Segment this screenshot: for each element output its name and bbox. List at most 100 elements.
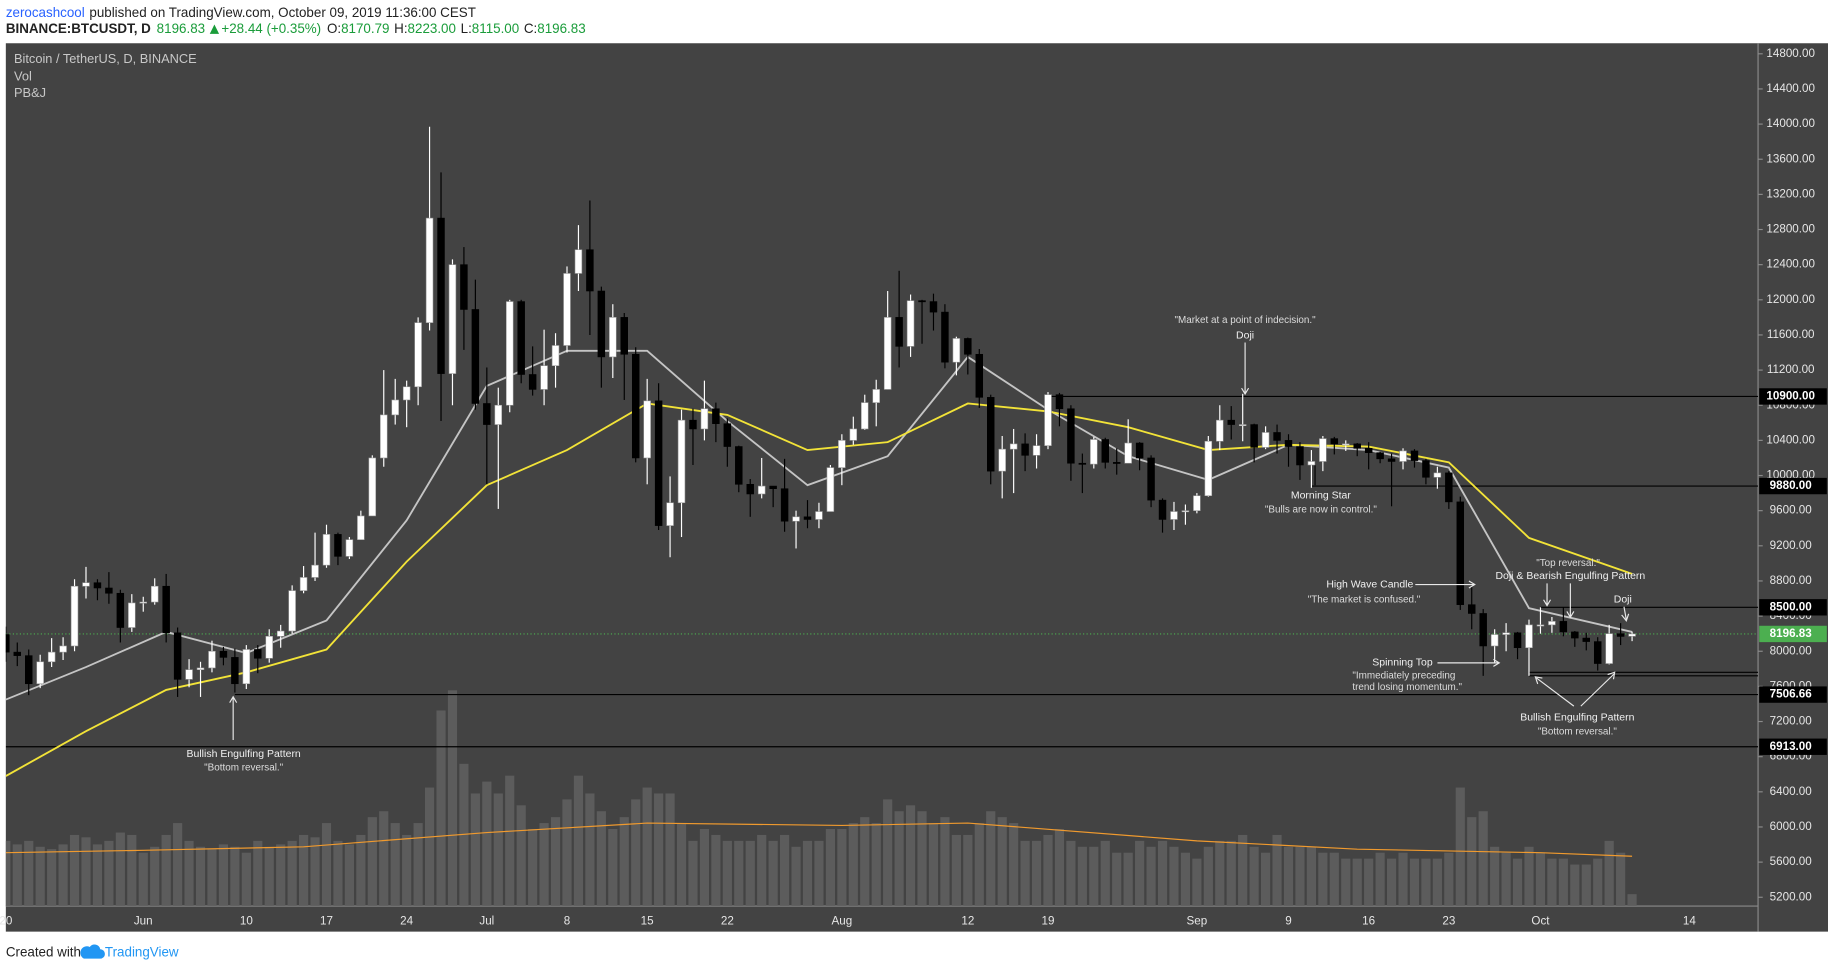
x-tick-label: 16	[1362, 914, 1375, 927]
volume-bar	[699, 829, 710, 907]
candle-body	[1479, 613, 1487, 647]
volume-bar	[470, 793, 480, 907]
volume-bar	[596, 811, 606, 907]
volume-bar	[1524, 846, 1534, 907]
candle-body	[483, 403, 491, 425]
volume-bar	[161, 834, 171, 907]
candle-body	[1307, 461, 1316, 466]
y-tick-label: 6400.00	[1770, 785, 1813, 798]
volume-bar	[974, 823, 984, 907]
candle-body	[746, 484, 754, 495]
volume-bar	[1467, 817, 1477, 907]
candle-body	[792, 516, 800, 522]
candle-body	[861, 402, 869, 430]
volume-bar	[69, 834, 80, 907]
x-tick-label: 17	[320, 914, 333, 927]
volume-bar	[104, 840, 114, 907]
y-tick-label: 6000.00	[1770, 820, 1813, 833]
candle-body	[1456, 501, 1465, 605]
volume-bar	[1593, 858, 1603, 907]
volume-bar	[837, 829, 847, 907]
volume-bar	[1490, 846, 1500, 907]
volume-bar	[814, 840, 824, 907]
volume-bar	[138, 852, 148, 907]
author[interactable]: zerocashcool	[6, 4, 85, 19]
volume-bar	[1226, 840, 1236, 907]
volume-bar	[58, 844, 68, 907]
volume-bar	[539, 823, 549, 907]
volume-bar	[436, 710, 446, 907]
volume-bar	[654, 793, 664, 907]
candle-body	[380, 414, 388, 459]
volume-bar	[344, 844, 354, 907]
candle-body	[128, 602, 136, 628]
candle-body	[254, 649, 262, 659]
annotation-title: Bullish Engulfing Pattern	[187, 748, 301, 760]
candle-body	[1582, 637, 1590, 642]
arrow	[1437, 658, 1501, 667]
candle-body	[1376, 452, 1384, 460]
volume-bar	[780, 834, 790, 907]
candle-body	[654, 400, 663, 526]
candle-body	[93, 582, 102, 589]
candle-body	[460, 264, 468, 310]
arrow	[1241, 342, 1250, 396]
volume-bar	[1421, 858, 1431, 907]
candle-body	[929, 301, 938, 313]
time-axis-bg	[5, 906, 1759, 932]
volume-bar	[1043, 834, 1053, 907]
volume-bar	[1238, 834, 1248, 907]
volume-bar	[264, 846, 274, 907]
h-label: H:	[394, 21, 407, 36]
candle-body	[1158, 499, 1167, 520]
candle-body	[735, 446, 743, 485]
annotation-note: trend losing momentum."	[1352, 682, 1462, 693]
c-label: C:	[524, 21, 537, 36]
y-tick-label: 8800.00	[1770, 574, 1813, 587]
volume-bar	[1020, 840, 1030, 907]
l-label: L:	[461, 21, 472, 36]
header-bg	[0, 0, 1828, 44]
volume-bar	[1100, 840, 1110, 907]
volume-bar	[1409, 858, 1420, 907]
candle-body	[815, 511, 823, 520]
volume-bar	[573, 775, 584, 907]
level-label: 9880.00	[1770, 479, 1812, 492]
candle-body	[826, 467, 835, 512]
volume-bar	[1295, 846, 1305, 907]
volume-bar	[1375, 852, 1385, 907]
volume-bar	[241, 852, 251, 907]
candle-body	[1181, 510, 1190, 513]
annotation-note: "Top reversal."	[1536, 558, 1600, 569]
x-tick-label: Sep	[1187, 914, 1208, 927]
logo[interactable]	[80, 944, 105, 959]
volume-bar	[1261, 852, 1271, 907]
y-tick-label: 12000.00	[1766, 293, 1815, 306]
last-price-label-bg	[1759, 625, 1827, 643]
volume-bar	[871, 823, 881, 907]
annotation-title: High Wave Candle	[1326, 578, 1413, 590]
candle-body	[1387, 458, 1396, 462]
y-tick-label: 13200.00	[1766, 187, 1815, 200]
footer-brand[interactable]: TradingView	[105, 944, 179, 959]
candle-body	[1330, 438, 1339, 445]
volume-bar	[631, 799, 641, 907]
candle-body	[334, 534, 342, 557]
volume-bar	[276, 844, 286, 907]
candle-body	[620, 317, 628, 355]
volume-bar	[665, 793, 675, 907]
candle-body	[1422, 460, 1430, 478]
volume-bar	[1283, 846, 1294, 907]
candle-body	[25, 655, 33, 685]
volume-bar	[1077, 846, 1087, 907]
volume-bar	[676, 823, 687, 907]
volume-bar	[447, 690, 458, 907]
volume-bar	[5, 840, 11, 907]
level-label-bg	[1759, 686, 1827, 703]
moving-average-line	[5, 349, 1633, 701]
volume-bar	[1386, 858, 1397, 907]
candle-body	[506, 301, 514, 406]
volume-bar	[1203, 846, 1213, 907]
volume-bar	[757, 834, 767, 907]
candle-body	[173, 632, 182, 680]
